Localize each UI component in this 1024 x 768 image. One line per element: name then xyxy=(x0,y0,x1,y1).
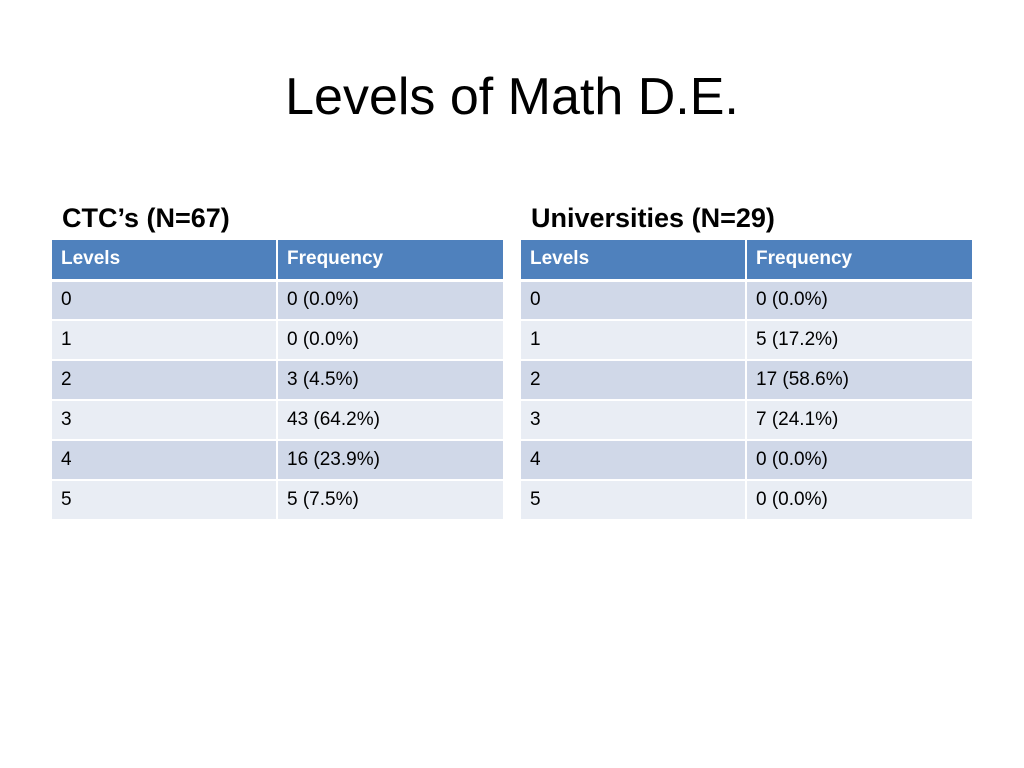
table-row: 2 17 (58.6%) xyxy=(521,360,972,401)
table-header-row: Levels Frequency xyxy=(52,240,503,282)
levels-column-header: Levels xyxy=(52,240,278,282)
table-row: 4 16 (23.9%) xyxy=(52,440,503,481)
level-cell: 3 xyxy=(52,400,278,441)
level-cell: 2 xyxy=(521,360,747,401)
frequency-cell: 0 (0.0%) xyxy=(277,320,503,361)
frequency-column-header: Frequency xyxy=(746,240,972,282)
table-row: 4 0 (0.0%) xyxy=(521,440,972,481)
frequency-cell: 7 (24.1%) xyxy=(746,400,972,441)
frequency-cell: 3 (4.5%) xyxy=(277,360,503,401)
universities-frequency-table: Levels Frequency 0 0 (0.0%) 1 5 (17.2%) … xyxy=(521,240,972,521)
ctc-panel: CTC’s (N=67) Levels Frequency 0 0 (0.0%)… xyxy=(52,198,503,521)
frequency-cell: 5 (7.5%) xyxy=(277,480,503,521)
table-row: 0 0 (0.0%) xyxy=(52,280,503,321)
level-cell: 2 xyxy=(52,360,278,401)
frequency-cell: 0 (0.0%) xyxy=(746,280,972,321)
level-cell: 4 xyxy=(52,440,278,481)
level-cell: 1 xyxy=(52,320,278,361)
slide-title: Levels of Math D.E. xyxy=(285,68,739,126)
level-cell: 0 xyxy=(521,280,747,321)
frequency-column-header: Frequency xyxy=(277,240,503,282)
table-row: 5 0 (0.0%) xyxy=(521,480,972,521)
frequency-cell: 5 (17.2%) xyxy=(746,320,972,361)
level-cell: 4 xyxy=(521,440,747,481)
ctc-frequency-table: Levels Frequency 0 0 (0.0%) 1 0 (0.0%) 2… xyxy=(52,240,503,521)
frequency-cell: 0 (0.0%) xyxy=(746,480,972,521)
level-cell: 5 xyxy=(52,480,278,521)
frequency-cell: 17 (58.6%) xyxy=(746,360,972,401)
levels-column-header: Levels xyxy=(521,240,747,282)
table-row: 1 0 (0.0%) xyxy=(52,320,503,361)
level-cell: 3 xyxy=(521,400,747,441)
table-row: 3 43 (64.2%) xyxy=(52,400,503,441)
table-header-row: Levels Frequency xyxy=(521,240,972,282)
table-row: 1 5 (17.2%) xyxy=(521,320,972,361)
table-row: 3 7 (24.1%) xyxy=(521,400,972,441)
ctc-table-heading: CTC’s (N=67) xyxy=(62,203,230,233)
universities-panel: Universities (N=29) Levels Frequency 0 0… xyxy=(521,198,972,521)
table-row: 2 3 (4.5%) xyxy=(52,360,503,401)
level-cell: 1 xyxy=(521,320,747,361)
frequency-cell: 16 (23.9%) xyxy=(277,440,503,481)
universities-table-heading: Universities (N=29) xyxy=(531,203,775,233)
frequency-cell: 43 (64.2%) xyxy=(277,400,503,441)
table-row: 5 5 (7.5%) xyxy=(52,480,503,521)
frequency-cell: 0 (0.0%) xyxy=(746,440,972,481)
table-row: 0 0 (0.0%) xyxy=(521,280,972,321)
frequency-cell: 0 (0.0%) xyxy=(277,280,503,321)
level-cell: 0 xyxy=(52,280,278,321)
level-cell: 5 xyxy=(521,480,747,521)
